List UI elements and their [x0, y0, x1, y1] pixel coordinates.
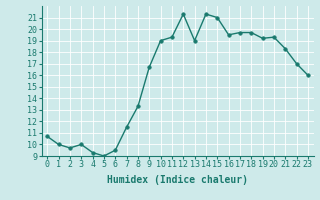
X-axis label: Humidex (Indice chaleur): Humidex (Indice chaleur)	[107, 175, 248, 185]
